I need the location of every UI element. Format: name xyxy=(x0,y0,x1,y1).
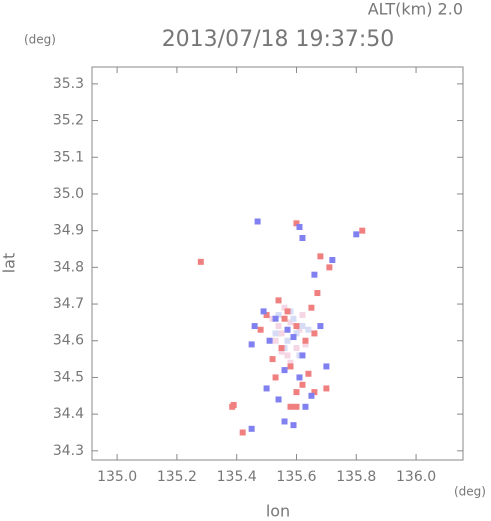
y-axis-label: lat xyxy=(0,253,19,274)
x-tick-label: 135.8 xyxy=(336,469,376,485)
data-point xyxy=(287,403,294,410)
data-point xyxy=(263,312,270,319)
data-point xyxy=(353,231,360,238)
data-point xyxy=(272,330,279,337)
data-point xyxy=(278,348,285,355)
y-tick-label: 35.1 xyxy=(53,149,84,165)
data-point xyxy=(254,218,261,225)
y-tick-label: 35.3 xyxy=(53,76,84,92)
data-point xyxy=(284,308,291,315)
data-point xyxy=(299,234,306,241)
data-point xyxy=(275,297,282,304)
data-point xyxy=(281,315,288,322)
y-tick-label: 34.3 xyxy=(53,443,84,459)
data-point xyxy=(266,337,273,344)
data-point xyxy=(323,363,330,370)
data-point xyxy=(326,264,333,271)
data-point xyxy=(311,271,318,278)
data-point xyxy=(317,253,324,260)
data-point xyxy=(293,403,300,410)
data-point xyxy=(317,323,324,330)
data-point xyxy=(329,257,336,264)
data-point xyxy=(272,315,279,322)
data-point xyxy=(281,367,288,374)
data-point xyxy=(281,304,288,311)
data-point xyxy=(239,429,246,436)
data-point xyxy=(290,422,297,429)
data-point xyxy=(275,323,282,330)
data-point xyxy=(296,326,303,333)
data-point xyxy=(278,345,285,352)
data-point xyxy=(299,312,306,319)
x-tick-label: 135.6 xyxy=(276,469,316,485)
data-point xyxy=(293,220,300,227)
data-point xyxy=(308,304,315,311)
x-tick-label: 135.4 xyxy=(217,469,257,485)
data-point xyxy=(290,315,297,322)
data-point xyxy=(311,330,318,337)
data-point xyxy=(275,396,282,403)
chart-title: 2013/07/18 19:37:50 xyxy=(162,27,395,52)
data-point xyxy=(287,319,294,326)
data-point xyxy=(293,345,300,352)
data-point xyxy=(278,330,285,337)
data-point xyxy=(302,403,309,410)
data-point xyxy=(299,323,306,330)
data-point xyxy=(248,425,255,432)
y-unit: (deg) xyxy=(24,33,56,47)
y-tick-label: 34.9 xyxy=(53,223,84,239)
data-point xyxy=(287,363,294,370)
y-tick-label: 34.6 xyxy=(53,333,84,349)
data-point xyxy=(284,326,291,333)
data-point xyxy=(197,258,204,265)
y-tick-label: 34.7 xyxy=(53,296,84,312)
x-axis-label: lon xyxy=(266,502,290,521)
x-unit: (deg) xyxy=(454,485,486,499)
data-point xyxy=(305,370,312,377)
y-tick-label: 35.0 xyxy=(53,186,84,202)
data-point xyxy=(257,326,264,333)
data-point xyxy=(323,385,330,392)
data-point xyxy=(359,227,366,234)
data-point xyxy=(302,341,309,348)
x-tick-label: 135.0 xyxy=(97,469,137,485)
data-point xyxy=(299,381,306,388)
data-point xyxy=(229,403,236,410)
data-point xyxy=(281,418,288,425)
data-point xyxy=(293,389,300,396)
data-point xyxy=(284,337,291,344)
data-point xyxy=(248,341,255,348)
data-point xyxy=(263,385,270,392)
data-point xyxy=(311,389,318,396)
data-point xyxy=(299,352,306,359)
data-point xyxy=(251,323,258,330)
y-tick-label: 35.2 xyxy=(53,113,84,129)
y-tick-label: 34.4 xyxy=(53,406,84,422)
data-point xyxy=(275,312,282,319)
data-point xyxy=(260,308,267,315)
data-point xyxy=(272,374,279,381)
data-point xyxy=(314,290,321,297)
data-point xyxy=(293,323,300,330)
data-point xyxy=(287,359,294,366)
data-point xyxy=(284,352,291,359)
data-point xyxy=(305,326,312,333)
data-point xyxy=(293,330,300,337)
data-point xyxy=(296,223,303,230)
y-tick-label: 34.5 xyxy=(53,369,84,385)
plot-frame xyxy=(91,66,464,461)
data-point xyxy=(302,337,309,344)
data-point xyxy=(269,356,276,363)
data-point xyxy=(290,334,297,341)
data-point xyxy=(296,374,303,381)
x-tick-label: 136.0 xyxy=(396,469,436,485)
data-point xyxy=(308,392,315,399)
x-tick-label: 135.2 xyxy=(157,469,197,485)
y-tick-label: 34.8 xyxy=(53,259,84,275)
data-point xyxy=(272,337,279,344)
altitude-annotation: ALT(km) 2.0 xyxy=(368,0,463,19)
